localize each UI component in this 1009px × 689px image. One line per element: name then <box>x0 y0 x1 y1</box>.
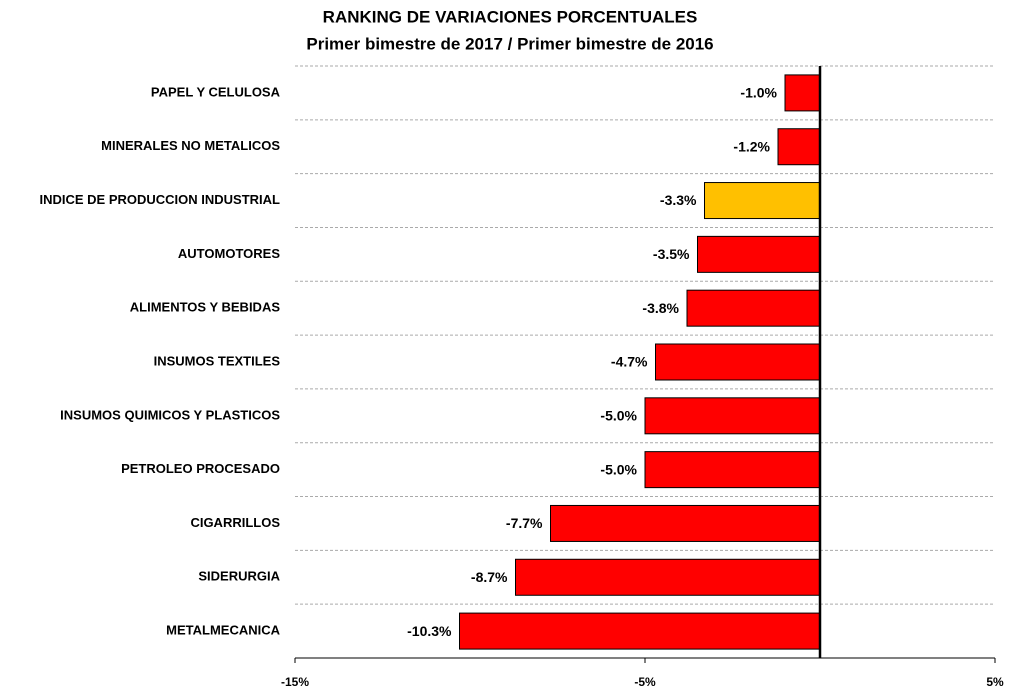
bar <box>515 558 821 596</box>
x-tick-label: 5% <box>986 675 1004 689</box>
value-label: -4.7% <box>611 354 648 370</box>
bar <box>777 128 821 166</box>
bar <box>550 504 821 542</box>
category-label: SIDERURGIA <box>198 569 280 584</box>
category-label: PAPEL Y CELULOSA <box>151 84 281 99</box>
value-label: -5.0% <box>600 461 637 477</box>
bar <box>784 74 821 112</box>
bar <box>697 235 821 273</box>
value-label: -3.3% <box>660 192 697 208</box>
x-tick-label: -15% <box>281 675 309 689</box>
category-label: INSUMOS QUIMICOS Y PLASTICOS <box>60 407 280 422</box>
value-label: -1.0% <box>740 85 777 101</box>
bar <box>704 182 821 220</box>
category-label: INSUMOS TEXTILES <box>154 353 281 368</box>
category-label: MINERALES NO METALICOS <box>101 138 280 153</box>
category-label: METALMECANICA <box>166 623 280 638</box>
category-label: ALIMENTOS Y BEBIDAS <box>130 300 281 315</box>
value-label: -10.3% <box>407 623 452 639</box>
bar <box>644 397 821 435</box>
chart-title: RANKING DE VARIACIONES PORCENTUALES <box>323 7 698 26</box>
x-tick-label: -5% <box>634 675 656 689</box>
category-label: AUTOMOTORES <box>178 246 280 261</box>
category-label: INDICE DE PRODUCCION INDUSTRIAL <box>39 192 280 207</box>
bar <box>459 612 821 650</box>
bar <box>686 289 821 327</box>
value-label: -1.2% <box>733 138 770 154</box>
bar <box>655 343 821 381</box>
category-label: CIGARRILLOS <box>190 515 280 530</box>
value-label: -3.5% <box>653 246 690 262</box>
category-label: PETROLEO PROCESADO <box>121 461 280 476</box>
value-label: -3.8% <box>642 300 679 316</box>
value-label: -8.7% <box>471 569 508 585</box>
chart-subtitle: Primer bimestre de 2017 / Primer bimestr… <box>306 34 713 53</box>
bar <box>644 451 821 489</box>
value-label: -5.0% <box>600 408 637 424</box>
value-label: -7.7% <box>506 515 543 531</box>
